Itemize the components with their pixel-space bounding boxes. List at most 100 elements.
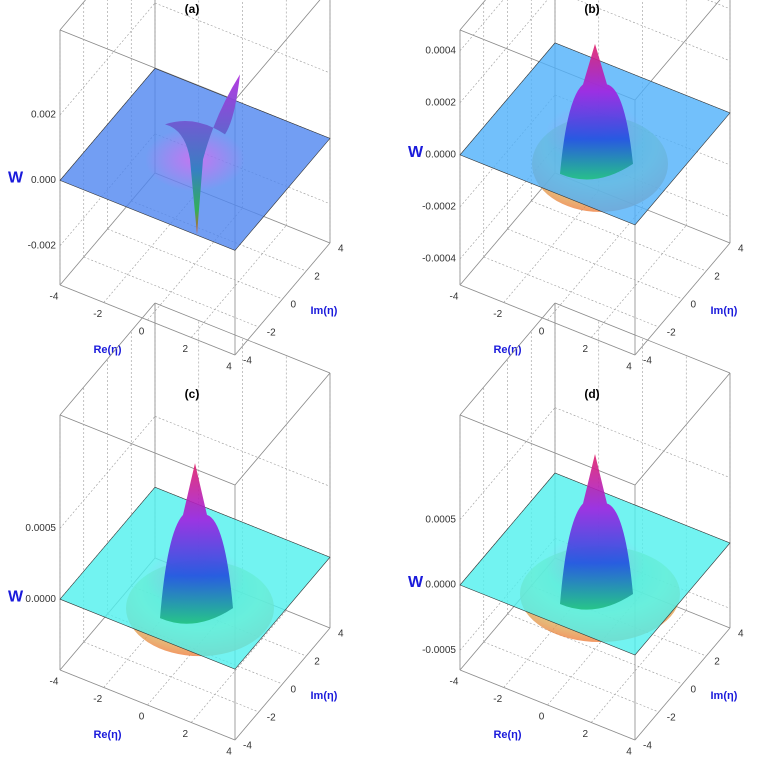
x-axis-label: Re(η): [93, 344, 121, 356]
x-tick-label: 0: [539, 327, 545, 338]
y-axis-label: Im(η): [311, 305, 338, 317]
grid-line: [59, 669, 236, 741]
grid-line: [547, 207, 643, 321]
z-tick-label: 0.0000: [425, 580, 456, 591]
x-tick-label: 2: [582, 729, 588, 740]
panel: -4 -2 0 2 4 -4 -2 0 2 4 0.0000 0.0005 (c) W Re(η) Im(η): [8, 302, 344, 758]
x-axis-label: Re(η): [493, 344, 521, 356]
grid-line: [483, 256, 659, 328]
surface-peak: [160, 463, 233, 624]
z-tick-label: -0.0004: [422, 254, 456, 265]
y-tick-label: 4: [338, 629, 344, 640]
grid-line: [131, 585, 307, 657]
grid-line: [459, 407, 556, 520]
y-tick-label: -2: [667, 328, 676, 339]
grid-line: [107, 228, 283, 300]
grid-line: [154, 133, 331, 205]
x-tick-label: 4: [226, 362, 232, 373]
y-tick-label: -4: [243, 356, 252, 367]
z-tick-label: 0.0005: [25, 523, 56, 534]
z-tick-label: 0.002: [31, 110, 56, 121]
grid-line: [554, 538, 731, 609]
grid-line: [507, 613, 683, 685]
z-tick-label: 0.0005: [425, 514, 456, 525]
grid-line: [554, 172, 731, 244]
grid-line: [531, 200, 707, 272]
surface-spike: [165, 74, 240, 235]
x-tick-label: -2: [93, 694, 102, 705]
grid-line: [154, 416, 331, 487]
y-tick-label: 0: [291, 300, 297, 311]
y-tick-label: -2: [667, 713, 676, 724]
z-axis-label: W: [8, 588, 24, 605]
panel-title: (c): [185, 387, 200, 401]
surface-peak: [560, 43, 633, 180]
box-edge: [554, 302, 731, 374]
box-edge: [459, 414, 636, 486]
x-tick-label: 0: [139, 712, 145, 723]
x-tick-label: -4: [50, 292, 59, 303]
grid-line: [59, 284, 236, 356]
grid-line: [83, 641, 259, 713]
z-tick-label: -0.002: [28, 240, 57, 251]
grid-line: [554, 94, 731, 166]
panel: -4 -2 0 2 4 -4 -2 0 2 4 -0.0004 -0.0002 0.0000 0.0002…: [408, 0, 744, 373]
x-tick-label: 0: [139, 327, 145, 338]
grid-line: [507, 228, 683, 300]
box-edge: [634, 372, 731, 486]
box-edge: [234, 372, 331, 486]
y-tick-label: 4: [738, 244, 744, 255]
x-tick-label: -4: [450, 292, 459, 303]
box-edge: [459, 0, 486, 31]
x-tick-label: 4: [626, 362, 632, 373]
z-axis-label: W: [8, 170, 24, 187]
x-axis-label: Re(η): [93, 729, 121, 741]
box-edge: [59, 414, 236, 486]
grid-line: [59, 416, 156, 529]
grid-line: [483, 641, 659, 713]
grid-line: [103, 190, 199, 303]
x-tick-label: -4: [450, 677, 459, 688]
grid-line: [554, 407, 731, 478]
panel: -4 -2 0 2 4 -4 -2 0 2 4 -0.0005 0.0000 0.0005 (d) W Re(…: [408, 302, 744, 758]
box-edge: [59, 302, 156, 416]
grid-line: [577, 0, 731, 62]
y-tick-label: 2: [714, 657, 720, 668]
x-tick-label: 2: [582, 344, 588, 355]
y-axis-label: Im(η): [711, 690, 738, 702]
y-tick-label: -4: [643, 356, 652, 367]
grid-line: [459, 0, 504, 52]
x-tick-label: 4: [626, 747, 632, 758]
grid-line: [459, 284, 636, 356]
y-tick-label: 2: [714, 272, 720, 283]
y-tick-label: 2: [314, 657, 320, 668]
grid-line: [459, 669, 636, 741]
z-axis-label: W: [408, 144, 424, 161]
grid-line: [459, 146, 556, 260]
box-edge: [234, 0, 321, 101]
grid-line: [154, 557, 331, 629]
y-tick-label: 2: [314, 272, 320, 283]
z-tick-label: -0.0002: [422, 202, 456, 213]
x-tick-label: 2: [182, 344, 188, 355]
y-tick-label: 0: [691, 300, 697, 311]
z-axis-label: W: [408, 574, 424, 591]
y-tick-label: 4: [338, 244, 344, 255]
grid-line: [83, 256, 259, 328]
grid-line: [59, 2, 156, 116]
grid-line: [154, 172, 331, 244]
box-edge: [59, 29, 236, 101]
z-tick-label: 0.0000: [425, 150, 456, 161]
grid-line: [554, 146, 731, 218]
z-tick-label: 0.000: [31, 175, 56, 186]
z-tick-label: -0.0005: [422, 645, 456, 656]
x-tick-label: -4: [50, 677, 59, 688]
y-tick-label: 4: [738, 629, 744, 640]
x-tick-label: 4: [226, 747, 232, 758]
y-tick-label: -2: [267, 328, 276, 339]
grid-line: [531, 585, 707, 657]
x-tick-label: 2: [182, 729, 188, 740]
grid-line: [503, 190, 599, 303]
x-tick-label: -2: [493, 694, 502, 705]
